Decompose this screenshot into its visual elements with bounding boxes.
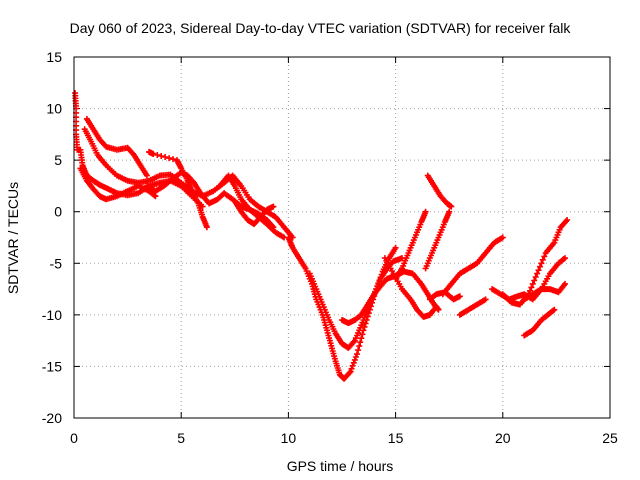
y-tick-label: -10 bbox=[42, 307, 62, 323]
series-arc-17 bbox=[439, 234, 506, 298]
series-arc-13 bbox=[392, 208, 429, 282]
grid bbox=[74, 57, 610, 418]
series-markers bbox=[146, 148, 210, 231]
series-markers bbox=[77, 165, 159, 203]
series-arc-22 bbox=[521, 306, 558, 339]
series-arc-15 bbox=[424, 172, 455, 210]
x-tick-label: 10 bbox=[281, 430, 297, 446]
series-arc-9 bbox=[285, 234, 399, 382]
x-tick-label: 25 bbox=[602, 430, 618, 446]
data-points bbox=[72, 90, 571, 382]
series-markers bbox=[231, 198, 277, 228]
series-arc-3 bbox=[83, 115, 150, 179]
series-arc-14 bbox=[422, 208, 453, 272]
y-tick-label: 15 bbox=[46, 49, 62, 65]
x-tick-label: 20 bbox=[495, 430, 511, 446]
chart-title: Day 060 of 2023, Sidereal Day-to-day VTE… bbox=[70, 20, 572, 36]
x-axis-label: GPS time / hours bbox=[287, 458, 394, 474]
axis-ticks: 0 5 10 15 20 25 15 10 5 0 -5 -10 -15 -20 bbox=[42, 49, 618, 446]
y-tick-label: -15 bbox=[42, 358, 62, 374]
series-markers bbox=[381, 255, 440, 320]
series-markers bbox=[521, 306, 558, 339]
series-markers bbox=[456, 296, 489, 318]
x-tick-label: 15 bbox=[388, 430, 404, 446]
series-arc-8 bbox=[231, 198, 277, 228]
y-tick-label: 5 bbox=[54, 152, 62, 168]
series-markers bbox=[424, 172, 455, 210]
y-tick-label: -5 bbox=[50, 255, 63, 271]
series-markers bbox=[285, 234, 399, 382]
y-tick-label: 10 bbox=[46, 101, 62, 117]
series-arc-1 bbox=[72, 90, 206, 210]
y-axis-label: SDTVAR / TECUs bbox=[5, 182, 21, 294]
y-tick-label: -20 bbox=[42, 410, 62, 426]
x-tick-label: 0 bbox=[70, 430, 78, 446]
y-tick-label: 0 bbox=[54, 204, 62, 220]
x-tick-label: 5 bbox=[177, 430, 185, 446]
series-arc-21 bbox=[521, 280, 568, 303]
series-markers bbox=[392, 208, 429, 282]
series-markers bbox=[72, 90, 206, 210]
series-arc-12 bbox=[381, 255, 440, 320]
series-markers bbox=[83, 115, 150, 179]
series-markers bbox=[521, 280, 568, 303]
series-arc-6 bbox=[146, 148, 210, 231]
series-arc-18 bbox=[456, 296, 489, 318]
plot-frame bbox=[73, 56, 611, 419]
series-arc-2 bbox=[77, 165, 159, 203]
series-markers bbox=[422, 208, 453, 272]
series-markers bbox=[439, 234, 506, 298]
